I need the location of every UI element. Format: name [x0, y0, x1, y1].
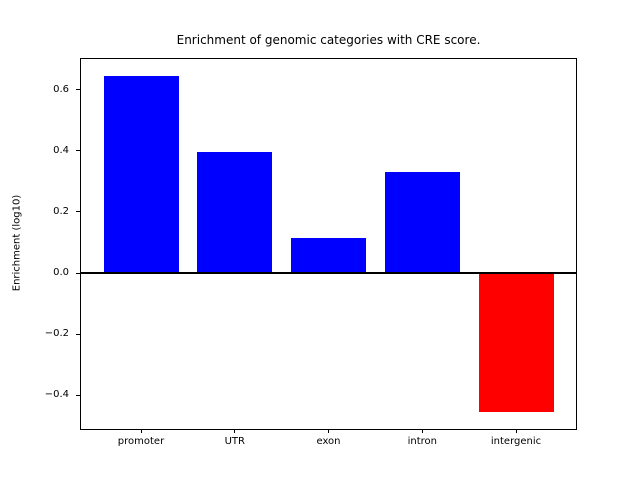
x-tick-label-promoter: promoter: [117, 436, 165, 447]
plot-area: promoter UTR exon intron intergenic 0.6 0.4 0.2…: [45, 58, 577, 447]
x-tick-intron: [421, 429, 423, 433]
y-tick-label-0.6: 0.6: [53, 83, 69, 95]
y-axis-label: Enrichment (log10): [11, 194, 23, 292]
y-tick-−0.2: [76, 333, 81, 335]
x-tick-label-intergenic: intergenic: [490, 436, 542, 447]
y-tick-0.4: [76, 150, 81, 152]
x-tick-label-intron: intron: [407, 436, 437, 447]
x-tick-label-UTR: UTR: [224, 436, 245, 447]
x-tick-label-exon: exon: [316, 436, 341, 447]
bar-promoter: [103, 75, 179, 273]
x-tick-intergenic: [515, 429, 517, 433]
bar-UTR: [197, 152, 273, 274]
y-tick-label-0.2: 0.2: [53, 205, 69, 217]
y-tick-0.0: [76, 272, 81, 274]
bar-intergenic: [478, 273, 554, 413]
bar-exon: [291, 237, 366, 274]
x-tick-exon: [328, 429, 329, 433]
y-tick-label-−0.4: −0.4: [44, 389, 69, 401]
bar-intron: [384, 172, 460, 273]
chart-title: Enrichment of genomic categories with CR…: [176, 33, 481, 47]
y-tick-0.6: [76, 89, 81, 91]
x-tick-promoter: [140, 429, 142, 433]
y-tick-label-0.0: 0.0: [53, 267, 69, 278]
y-tick-label-−0.2: −0.2: [44, 328, 69, 340]
y-tick-−0.4: [76, 394, 81, 396]
y-tick-0.2: [76, 211, 81, 213]
y-tick-label-0.4: 0.4: [53, 144, 69, 156]
zero-line: [81, 272, 576, 274]
x-tick-UTR: [234, 429, 236, 433]
